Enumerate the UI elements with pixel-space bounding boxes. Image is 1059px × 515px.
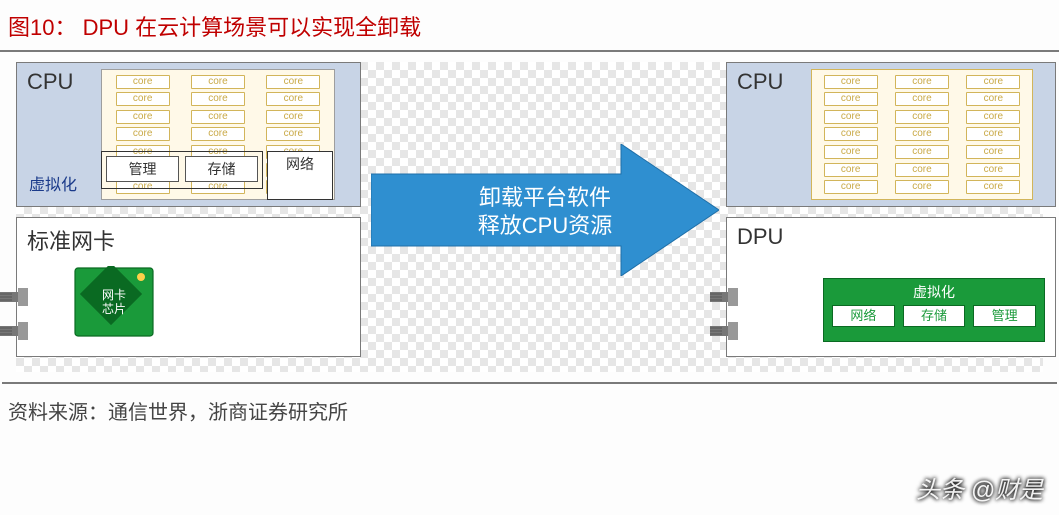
right-sub-mgmt: 管理 [973,305,1036,327]
right-cpu-panel: CPU corecorecorecorecorecorecorecorecore… [726,62,1056,207]
core-cell: core [895,110,949,124]
right-sub-storage: 存储 [903,305,966,327]
core-cell: core [966,110,1020,124]
core-cell: core [191,75,245,89]
core-cell: core [266,75,320,89]
core-cell: core [266,127,320,141]
left-overlay-net: 网络 [267,151,333,200]
offload-arrow: 卸载平台软件 释放CPU资源 [371,144,719,276]
core-cell: core [116,110,170,124]
core-cell: core [191,127,245,141]
core-cell: core [966,127,1020,141]
right-green-block: 虚拟化 网络 存储 管理 [823,278,1045,342]
left-overlay-mgmt: 管理 [106,156,179,182]
core-cell: core [191,92,245,106]
core-cell: core [824,180,878,194]
left-virt-label: 虚拟化 [29,171,77,195]
core-cell: core [824,145,878,159]
left-connector-1 [0,284,28,310]
figure-title: 图10： DPU 在云计算场景可以实现全卸载 [0,0,1059,52]
right-cpu-label: CPU [737,69,783,95]
core-cell: core [895,180,949,194]
right-core-grid: core core core core core core core core core core… [811,69,1033,200]
right-sub-net: 网络 [832,305,895,327]
core-cell: core [895,127,949,141]
right-virt-label: 虚拟化 [824,279,1044,305]
diagram-area: CPU 虚拟化 corecorecorecorecorecorecorecore… [16,62,1043,372]
core-cell: core [824,110,878,124]
core-cell: core [966,92,1020,106]
left-nic-panel: 标准网卡 网卡 芯片 [16,217,361,357]
core-cell: core [824,75,878,89]
core-cell: core [966,180,1020,194]
arrow-text-2: 释放CPU资源 [371,208,719,240]
right-connector-2 [710,318,738,344]
core-cell: core [266,92,320,106]
core-cell: core [824,92,878,106]
core-cell: core [824,163,878,177]
left-cpu-label: CPU [27,69,73,95]
core-cell: core [966,75,1020,89]
right-connector-1 [710,284,738,310]
left-nic-label: 标准网卡 [27,224,115,256]
watermark: 头条 @财是 [916,470,1043,505]
source-line: 资料来源：通信世界，浙商证券研究所 [2,382,1057,425]
core-cell: core [824,127,878,141]
core-cell: core [966,163,1020,177]
left-overlay-group: 管理 存储 [101,151,263,189]
nic-chip-label: 网卡 芯片 [73,288,155,316]
left-overlay-storage: 存储 [185,156,258,182]
right-dpu-panel: DPU 虚拟化 网络 存储 管理 [726,217,1056,357]
core-cell: core [116,92,170,106]
right-dpu-label: DPU [737,224,783,250]
left-cpu-panel: CPU 虚拟化 core core core core core core core core… [16,62,361,207]
nic-chip: 网卡 芯片 [73,266,155,338]
core-cell: core [116,127,170,141]
core-cell: core [191,110,245,124]
core-cell: core [895,163,949,177]
core-cell: core [895,92,949,106]
core-cell: core [116,75,170,89]
core-cell: core [966,145,1020,159]
left-connector-2 [0,318,28,344]
core-cell: core [895,75,949,89]
core-cell: core [266,110,320,124]
core-cell: core [895,145,949,159]
